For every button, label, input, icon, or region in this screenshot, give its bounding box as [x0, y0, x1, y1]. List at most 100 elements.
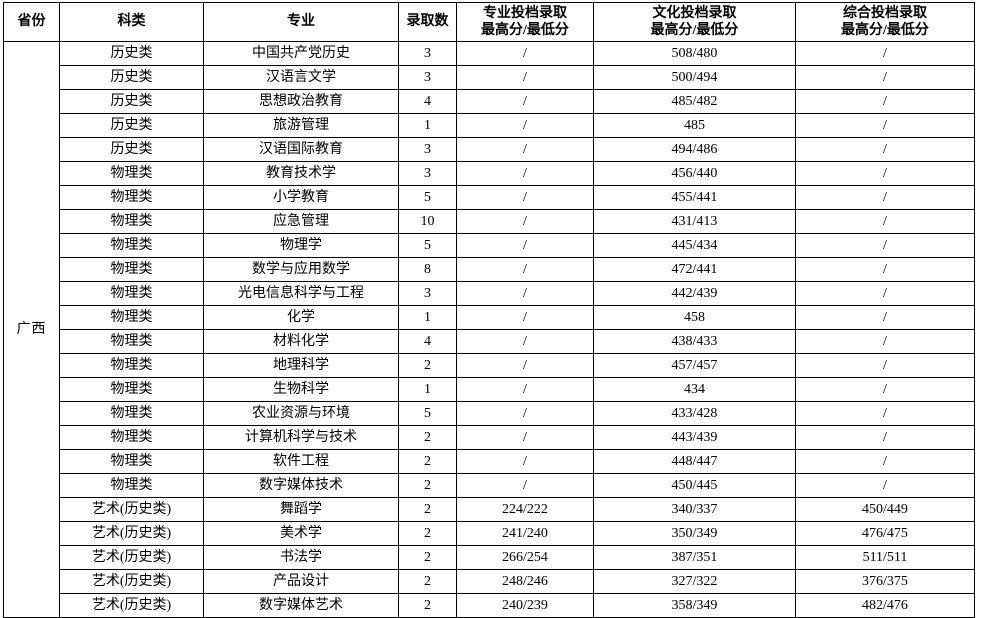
cell-comprehensive-score: /: [795, 257, 975, 282]
cell-comprehensive-score: 376/375: [795, 569, 975, 594]
header-culture-score-line1: 文化投档录取: [652, 5, 737, 21]
province-cell: 广西: [3, 41, 60, 618]
cell-category: 历史类: [59, 41, 204, 66]
header-count: 录取数: [398, 2, 457, 42]
cell-comprehensive-score: 482/476: [795, 593, 975, 618]
cell-culture-score: 485/482: [593, 89, 796, 114]
cell-culture-score: 340/337: [593, 497, 796, 522]
cell-culture-score: 457/457: [593, 353, 796, 378]
cell-major-score: /: [456, 41, 594, 66]
cell-category: 物理类: [59, 185, 204, 210]
table-row: 物理类 材料化学 4/438/433/: [4, 329, 975, 354]
cell-major-score: /: [456, 113, 594, 138]
cell-major: 汉语言文学: [203, 65, 399, 90]
cell-major: 舞蹈学: [203, 497, 399, 522]
cell-major-score: 248/246: [456, 569, 594, 594]
table-row: 艺术(历史类) 舞蹈学 2 224/222 340/337 450/449: [4, 497, 975, 522]
cell-comprehensive-score: /: [795, 209, 975, 234]
cell-comprehensive-score: 450/449: [795, 497, 975, 522]
cell-comprehensive-score: /: [795, 377, 975, 402]
cell-major-score: 241/240: [456, 521, 594, 546]
table-row: 物理类 地理科学 2/457/457/: [4, 353, 975, 378]
cell-major-score: 224/222: [456, 497, 594, 522]
table-row: 历史类 思想政治教育 4/485/482/: [4, 89, 975, 114]
cell-major-score: /: [456, 161, 594, 186]
cell-major: 产品设计: [203, 569, 399, 594]
cell-count: 1: [398, 305, 457, 330]
cell-category: 历史类: [59, 89, 204, 114]
cell-category: 物理类: [59, 329, 204, 354]
cell-count: 8: [398, 257, 457, 282]
cell-culture-score: 494/486: [593, 137, 796, 162]
cell-culture-score: 434: [593, 377, 796, 402]
cell-comprehensive-score: /: [795, 329, 975, 354]
cell-major: 教育技术学: [203, 161, 399, 186]
cell-comprehensive-score: /: [795, 161, 975, 186]
cell-comprehensive-score: 476/475: [795, 521, 975, 546]
cell-count: 5: [398, 185, 457, 210]
header-comprehensive-score-line2: 最高分/最低分: [841, 23, 929, 38]
cell-category: 物理类: [59, 473, 204, 498]
cell-count: 3: [398, 281, 457, 306]
cell-major-score: 266/254: [456, 545, 594, 570]
cell-culture-score: 472/441: [593, 257, 796, 282]
cell-comprehensive-score: /: [795, 113, 975, 138]
cell-culture-score: 327/322: [593, 569, 796, 594]
cell-count: 2: [398, 497, 457, 522]
header-row: 省份 科类 专业 录取数 专业投档录取 最高分/最低分 文化投档录取 最高分/最…: [3, 2, 975, 42]
table-row: 历史类 汉语言文学 3/500/494/: [4, 65, 975, 90]
table-row: 物理类 化学 1/458/: [4, 305, 975, 330]
cell-major-score: /: [456, 353, 594, 378]
cell-count: 3: [398, 137, 457, 162]
table-row: 物理类 教育技术学 3/456/440/: [4, 161, 975, 186]
cell-category: 物理类: [59, 305, 204, 330]
cell-comprehensive-score: /: [795, 305, 975, 330]
cell-major-score: /: [456, 329, 594, 354]
cell-comprehensive-score: 511/511: [795, 545, 975, 570]
cell-major-score: /: [456, 89, 594, 114]
table-row: 艺术(历史类) 美术学 2 241/240 350/349 476/475: [4, 521, 975, 546]
cell-major: 美术学: [203, 521, 399, 546]
cell-culture-score: 448/447: [593, 449, 796, 474]
cell-culture-score: 458: [593, 305, 796, 330]
cell-count: 3: [398, 161, 457, 186]
cell-major: 应急管理: [203, 209, 399, 234]
cell-culture-score: 433/428: [593, 401, 796, 426]
cell-count: 1: [398, 113, 457, 138]
cell-culture-score: 455/441: [593, 185, 796, 210]
cell-major: 化学: [203, 305, 399, 330]
cell-category: 物理类: [59, 353, 204, 378]
cell-major: 数字媒体艺术: [203, 593, 399, 618]
cell-culture-score: 445/434: [593, 233, 796, 258]
cell-category: 物理类: [59, 377, 204, 402]
cell-comprehensive-score: /: [795, 449, 975, 474]
cell-category: 艺术(历史类): [59, 545, 204, 570]
cell-major-score: /: [456, 185, 594, 210]
cell-comprehensive-score: /: [795, 89, 975, 114]
cell-category: 历史类: [59, 113, 204, 138]
cell-count: 2: [398, 521, 457, 546]
cell-count: 4: [398, 329, 457, 354]
cell-count: 3: [398, 65, 457, 90]
header-major-score-line1: 专业投档录取: [483, 5, 567, 21]
table-row: 广西 历史类 中国共产党历史 3/508/480/: [3, 41, 975, 618]
table-row: 物理类 软件工程 2/448/447/: [4, 449, 975, 474]
cell-major: 小学教育: [203, 185, 399, 210]
cell-major: 数学与应用数学: [203, 257, 399, 282]
cell-major-score: /: [456, 137, 594, 162]
cell-major-score: /: [456, 305, 594, 330]
cell-major: 软件工程: [203, 449, 399, 474]
admission-score-table: 省份 科类 专业 录取数 专业投档录取 最高分/最低分 文化投档录取 最高分/最…: [3, 2, 975, 618]
cell-category: 物理类: [59, 209, 204, 234]
table-row: 物理类 物理学 5/445/434/: [4, 233, 975, 258]
table-body: 广西 历史类 中国共产党历史 3/508/480/历史类 汉语言文学 3/500/494/…: [3, 41, 975, 618]
cell-count: 1: [398, 377, 457, 402]
cell-comprehensive-score: /: [795, 353, 975, 378]
cell-comprehensive-score: /: [795, 473, 975, 498]
cell-comprehensive-score: /: [795, 425, 975, 450]
table-row: 物理类 数字媒体技术 2/450/445/: [4, 473, 975, 498]
cell-major-score: /: [456, 425, 594, 450]
cell-major-score: /: [456, 233, 594, 258]
table-row: 历史类 旅游管理 1/485/: [4, 113, 975, 138]
admission-table-container: 省份 科类 专业 录取数 专业投档录取 最高分/最低分 文化投档录取 最高分/最…: [3, 2, 975, 618]
